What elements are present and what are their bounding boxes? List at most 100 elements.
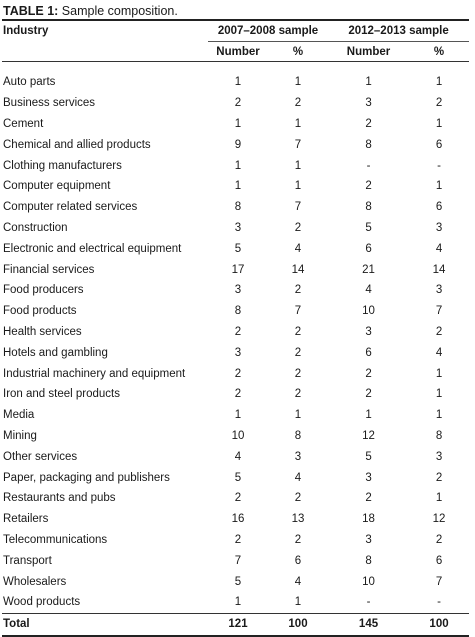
number-2012-cell: 10 — [362, 575, 375, 588]
percent-2007-cell: 14 — [291, 263, 305, 276]
number-2012-cell: 5 — [365, 450, 372, 463]
number-2007-cell: 2 — [234, 388, 242, 401]
number-2012-cell: 3 — [365, 97, 372, 110]
number-2012-cell: 8 — [365, 138, 372, 151]
number-2012-cell: 1 — [365, 76, 372, 89]
number-2012-cell: 10 — [362, 305, 375, 318]
table-row: Business services 2 2 3 2 — [2, 93, 469, 114]
percent-2007-cell: 1 — [294, 117, 302, 130]
percent-2007-cell: 1 — [294, 180, 302, 193]
industry-cell: Cement — [3, 117, 44, 130]
header-percent-2007: % — [268, 41, 329, 62]
industry-cell: Chemical and allied products — [3, 138, 151, 151]
percent-2012-cell: 2 — [435, 471, 443, 484]
industry-cell: Media — [3, 409, 35, 422]
percent-2007-cell: 1 — [294, 159, 302, 172]
number-2012-cell: 2 — [365, 492, 372, 505]
number-2007-cell: 16 — [231, 513, 245, 526]
number-2007-cell: 8 — [234, 305, 242, 318]
industry-cell: Other services — [3, 450, 78, 463]
number-2007-cell: 1 — [234, 596, 242, 609]
table-row: Food producers 3 2 4 3 — [2, 280, 469, 301]
percent-2012-cell: 14 — [432, 263, 446, 276]
table-row: Wholesalers 5 4 10 7 — [2, 571, 469, 592]
table-row: Computer equipment 1 1 2 1 — [2, 176, 469, 197]
number-2012-cell: 8 — [365, 554, 372, 567]
percent-2007-cell: 13 — [291, 513, 305, 526]
number-2007-cell: 8 — [234, 201, 242, 214]
table-row: Restaurants and pubs 2 2 2 1 — [2, 488, 469, 509]
percent-2012-cell: 8 — [435, 429, 443, 442]
industry-cell: Electronic and electrical equipment — [3, 242, 182, 255]
number-2007-cell: 1 — [234, 117, 242, 130]
industry-cell: Telecommunications — [3, 533, 108, 546]
table-row: Financial services 17 14 21 14 — [2, 259, 469, 280]
percent-2012-cell: 1 — [435, 76, 443, 89]
header-row-groups: Industry 2007–2008 sample 2012–2013 samp… — [2, 19, 470, 42]
number-2007-cell: 3 — [234, 346, 242, 359]
number-2007-cell: 7 — [234, 554, 242, 567]
table-row: Retailers 16 13 18 12 — [2, 509, 469, 530]
table-row: Clothing manufacturers 1 1 - - — [2, 155, 469, 176]
percent-2012-cell: 3 — [435, 284, 443, 297]
table-body: Auto parts 1 1 1 1 Business services 2 2 3 2 Cemen… — [2, 62, 470, 637]
industry-cell: Construction — [3, 221, 68, 234]
table-row: Other services 4 3 5 3 — [2, 446, 469, 467]
number-2007-cell: 3 — [234, 221, 242, 234]
number-2007-cell: 1 — [234, 180, 242, 193]
number-2007-cell: 10 — [231, 429, 245, 442]
number-2007-cell: 1 — [234, 76, 242, 89]
percent-2007-cell: 7 — [294, 138, 302, 151]
industry-cell: Transport — [3, 554, 52, 567]
header-group-2012-2013: 2012–2013 sample — [328, 19, 470, 42]
industry-cell: Restaurants and pubs — [3, 492, 116, 505]
number-2012-cell: 6 — [365, 346, 372, 359]
number-2012-cell: 2 — [365, 117, 372, 130]
percent-2012-cell: 3 — [435, 450, 443, 463]
industry-cell: Business services — [3, 97, 96, 110]
percent-2007-cell: 2 — [294, 284, 302, 297]
number-2007-cell: 2 — [234, 97, 242, 110]
header-number-2012: Number — [328, 41, 410, 62]
number-2012-cell: 1 — [365, 409, 372, 422]
spacer-cell — [2, 62, 469, 73]
number-2007-cell: 1 — [234, 409, 242, 422]
industry-cell: Financial services — [3, 263, 95, 276]
industry-cell: Paper, packaging and publishers — [3, 471, 170, 484]
percent-2012-cell: 7 — [435, 305, 443, 318]
percent-2012-cell: 2 — [435, 97, 443, 110]
table-row: Mining 10 8 12 8 — [2, 426, 469, 447]
percent-2012-cell: 3 — [435, 221, 443, 234]
number-2012-cell: 3 — [365, 533, 372, 546]
number-2007-cell: 2 — [234, 367, 242, 380]
industry-cell: Computer equipment — [3, 180, 111, 193]
percent-2012-cell: 1 — [435, 367, 443, 380]
percent-2007-cell: 1 — [294, 76, 302, 89]
table-row: Electronic and electrical equipment 5 4 6 4 — [2, 238, 469, 259]
percent-2007-cell: 4 — [294, 471, 302, 484]
table-caption-label: TABLE 1: — [3, 4, 59, 18]
header-number-2007: Number — [208, 41, 268, 62]
percent-2012-cell: 6 — [435, 138, 443, 151]
table-row: Telecommunications 2 2 3 2 — [2, 530, 469, 551]
industry-cell: Food products — [3, 305, 77, 318]
percent-2012-cell: 1 — [435, 409, 443, 422]
number-2007-cell: 5 — [234, 471, 242, 484]
industry-cell: Wholesalers — [3, 575, 67, 588]
industry-cell: Clothing manufacturers — [3, 159, 122, 172]
number-2012-cell: 2 — [365, 388, 372, 401]
percent-2012-cell: 1 — [435, 117, 443, 130]
number-2007-cell: 3 — [234, 284, 242, 297]
percent-2007-cell: 7 — [294, 201, 302, 214]
header-blank — [2, 41, 208, 62]
percent-2007-cell: 2 — [294, 346, 302, 359]
industry-cell: Industrial machinery and equipment — [3, 367, 186, 380]
number-2007-cell: 5 — [234, 575, 242, 588]
industry-cell: Health services — [3, 325, 82, 338]
number-2007-cell: 9 — [234, 138, 242, 151]
header-group-2007-2008: 2007–2008 sample — [208, 19, 329, 42]
percent-2007-cell: 2 — [294, 221, 302, 234]
industry-cell: Retailers — [3, 513, 49, 526]
number-2012-cell: 21 — [362, 263, 375, 276]
